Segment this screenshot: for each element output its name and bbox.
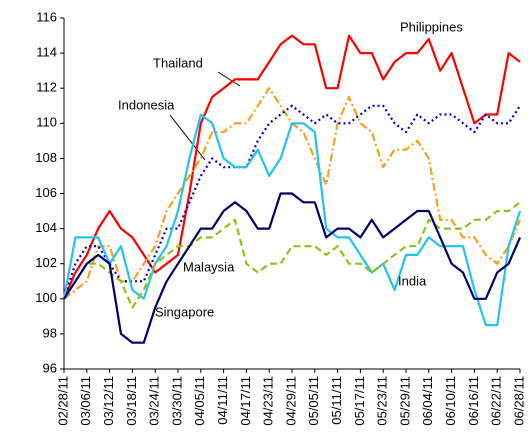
series-line: [62, 104, 521, 300]
x-tick-label: 03/30/11: [169, 376, 184, 426]
x-tick-label: 03/12/11: [101, 376, 116, 426]
x-tick-label: 05/11/11: [329, 376, 344, 425]
x-tick-label: 02/28/11: [55, 376, 70, 426]
x-tick-label: 03/06/11: [78, 376, 93, 426]
x-tick-label: 06/28/11: [511, 376, 526, 426]
x-tick-label: 06/10/11: [443, 376, 458, 426]
y-tick-label: 114: [36, 45, 57, 60]
y-tick-label: 116: [36, 9, 57, 24]
series-line: [63, 201, 521, 309]
series-label: Indonesia: [118, 97, 175, 112]
x-tick-label: 05/17/11: [352, 376, 367, 426]
series-label: Philippines: [400, 19, 463, 34]
y-tick-label: 96: [43, 360, 57, 375]
x-tick-label: 04/29/11: [283, 376, 298, 426]
y-tick-label: 112: [36, 80, 57, 95]
x-tick-label: 05/23/11: [375, 376, 390, 426]
series-line: [62, 34, 521, 300]
x-tick-label: 06/04/11: [420, 376, 435, 426]
x-tick-label: 03/18/11: [124, 376, 139, 426]
x-tick-label: 04/05/11: [192, 376, 207, 426]
series-label: Thailand: [153, 55, 203, 70]
y-tick-label: 106: [35, 185, 57, 200]
x-tick-label: 03/24/11: [147, 376, 162, 426]
y-tick-label: 102: [35, 255, 57, 270]
series-label: India: [398, 273, 427, 288]
leader-line: [169, 114, 206, 161]
y-tick-label: 104: [35, 220, 57, 235]
x-tick-label: 06/16/11: [466, 376, 481, 426]
series-line: [63, 192, 522, 344]
y-tick-label: 100: [35, 290, 57, 305]
x-tick-label: 04/17/11: [238, 376, 253, 426]
x-tick-label: 04/11/11: [215, 376, 230, 425]
y-tick-label: 108: [35, 150, 57, 165]
leader-line: [217, 71, 241, 87]
x-tick-label: 04/23/11: [261, 376, 276, 426]
y-tick-label: 98: [43, 325, 57, 340]
series-label: Singapore: [155, 304, 214, 319]
x-tick-label: 06/22/11: [489, 376, 504, 426]
y-tick-label: 110: [36, 115, 57, 130]
series-label: Malaysia: [183, 259, 235, 274]
x-tick-label: 05/29/11: [397, 376, 412, 426]
x-tick-label: 05/05/11: [306, 376, 321, 426]
